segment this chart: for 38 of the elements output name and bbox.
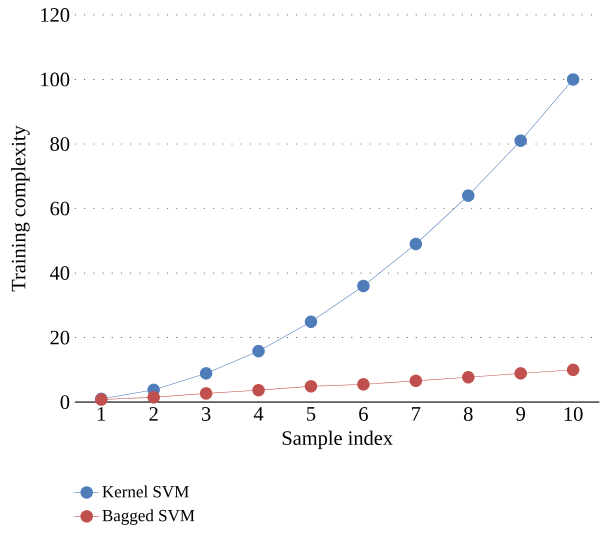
point bbox=[410, 374, 422, 388]
x-tick-label: 7 bbox=[412, 407, 420, 421]
point bbox=[252, 384, 265, 396]
point bbox=[566, 364, 580, 376]
y-tick-label: 100 bbox=[41, 72, 70, 86]
x-tick-label: 2 bbox=[149, 407, 158, 421]
point bbox=[200, 367, 212, 380]
legend-label: Kernel SVM bbox=[102, 486, 189, 498]
x-tick-label: 10 bbox=[564, 407, 583, 421]
point bbox=[514, 134, 527, 148]
x-tick-label: 3 bbox=[202, 407, 210, 421]
point bbox=[566, 73, 580, 86]
point bbox=[357, 280, 370, 292]
point bbox=[462, 189, 475, 202]
x-tick-label: 9 bbox=[516, 407, 525, 421]
point bbox=[410, 238, 422, 250]
point bbox=[147, 391, 160, 404]
x-tick-label: 1 bbox=[98, 407, 106, 421]
point bbox=[200, 387, 212, 400]
y-tick-label: 0 bbox=[60, 395, 70, 410]
y-tick-label: 60 bbox=[50, 202, 70, 216]
y-axis-title: Training complexity bbox=[11, 125, 30, 292]
point bbox=[357, 378, 370, 391]
x-axis-title: Sample index bbox=[282, 430, 393, 450]
point bbox=[514, 367, 527, 380]
point bbox=[304, 380, 318, 393]
y-tick-label: 20 bbox=[50, 330, 70, 345]
point bbox=[304, 316, 318, 328]
x-tick-label: 6 bbox=[359, 407, 368, 421]
point bbox=[462, 371, 475, 384]
y-tick-label: 120 bbox=[41, 8, 70, 22]
legend-label: Bagged SVM bbox=[102, 509, 194, 525]
x-tick-label: 5 bbox=[307, 407, 316, 421]
y-tick-label: 40 bbox=[50, 266, 70, 280]
x-tick-label: 8 bbox=[464, 407, 473, 421]
x-tick-label: 4 bbox=[254, 407, 264, 421]
y-tick-label: 80 bbox=[50, 137, 70, 151]
point bbox=[252, 344, 265, 358]
